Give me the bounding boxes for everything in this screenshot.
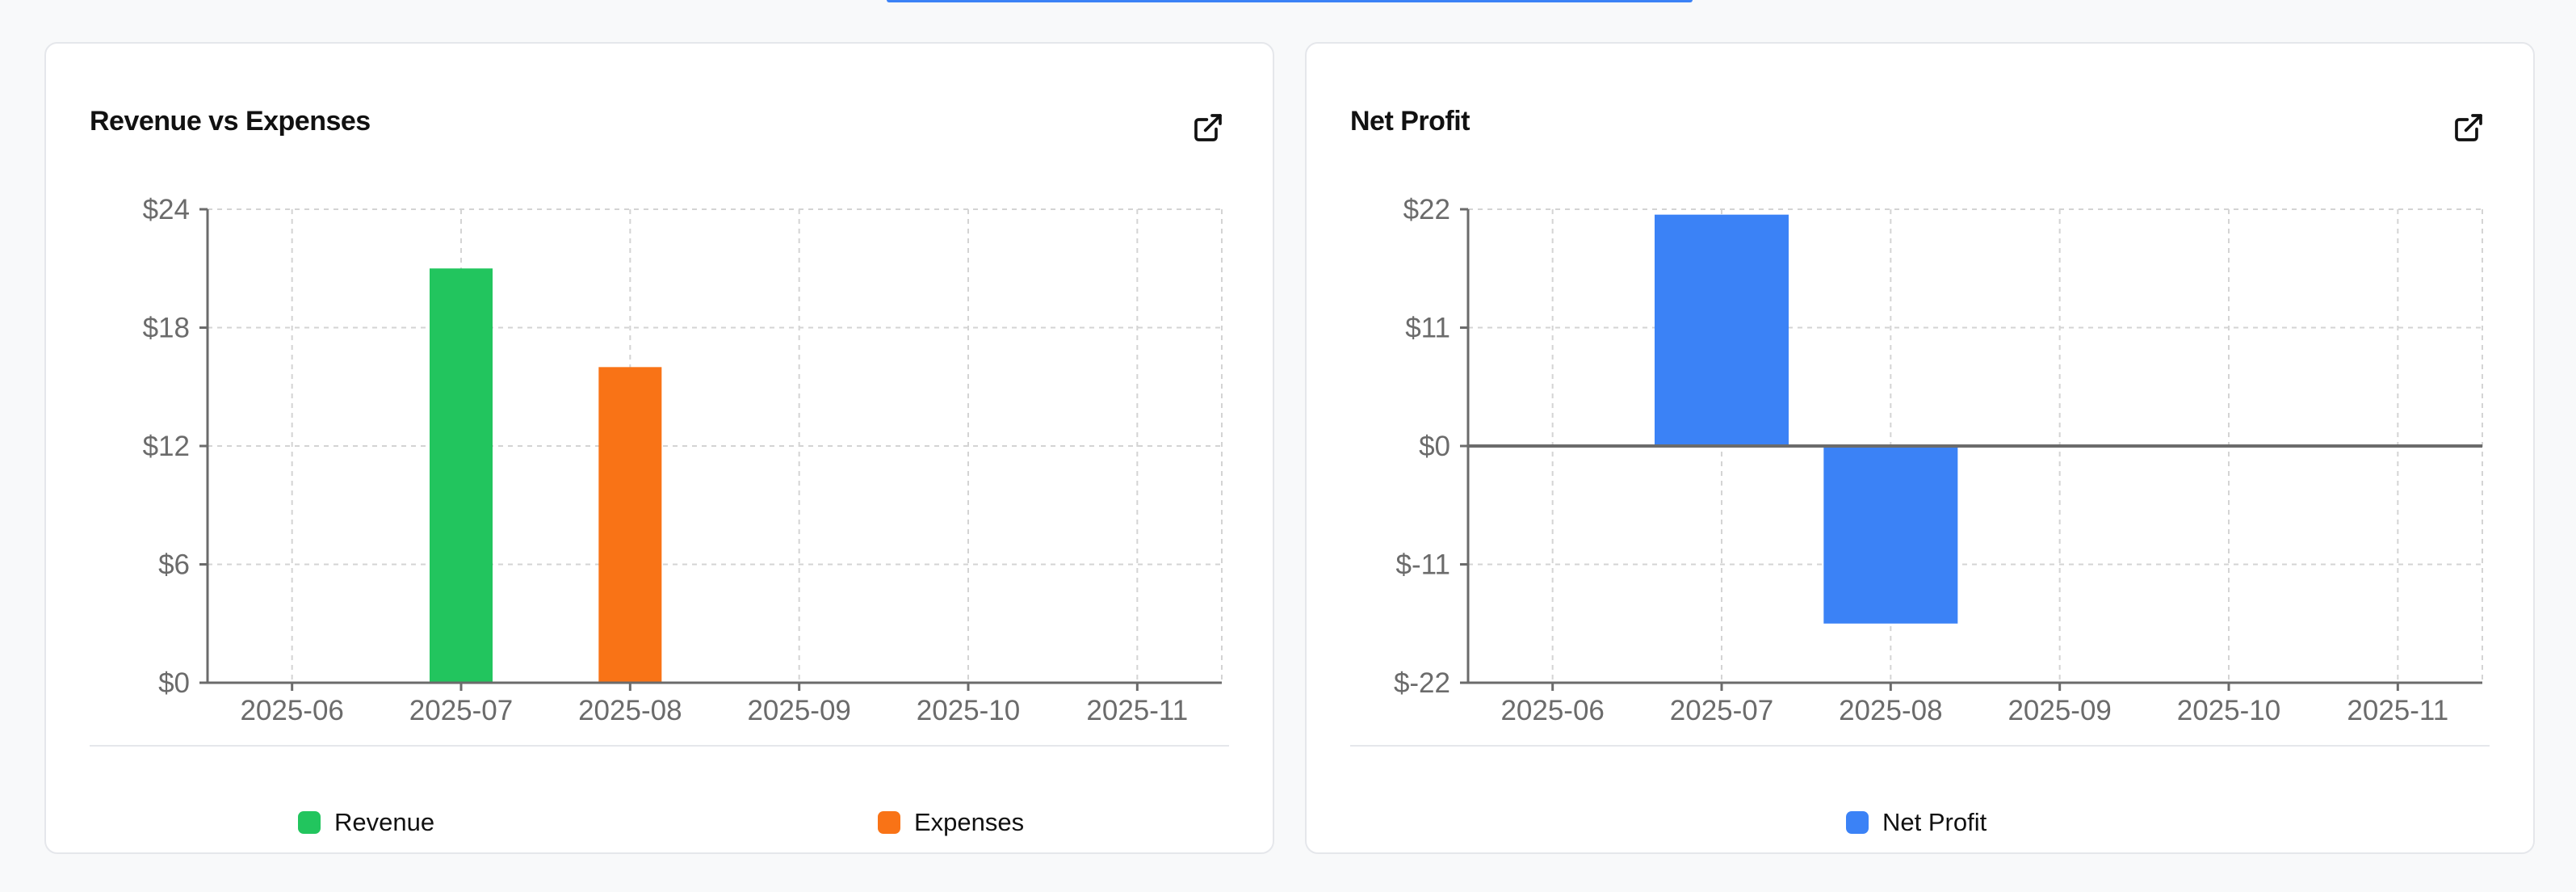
bar-expenses xyxy=(598,367,662,683)
net-profit-card: Net Profit $-22 $-11 $0 $11 $22 2025-06 2025-0… xyxy=(1305,42,2535,854)
top-accent-bar xyxy=(887,0,1693,2)
y-tick-label: $12 xyxy=(143,431,190,462)
y-tick-label: $-11 xyxy=(1396,549,1450,581)
legend-swatch xyxy=(1846,811,1869,834)
legend-item-revenue[interactable]: Revenue xyxy=(298,806,434,839)
x-tick-label: 2025-10 xyxy=(2177,695,2280,726)
open-external-button[interactable] xyxy=(1192,112,1224,144)
external-link-icon xyxy=(2455,114,2482,141)
legend-swatch xyxy=(878,811,900,834)
legend-divider xyxy=(90,745,1229,747)
legend-label: Expenses xyxy=(914,808,1025,836)
x-tick-label: 2025-09 xyxy=(2008,695,2111,726)
y-tick-label: $11 xyxy=(1405,313,1450,344)
revenue-expenses-chart: $0 $6 $12 $18 $24 2025-06 2025-07 2025-08 2025-0… xyxy=(143,194,1223,726)
x-tick-label: 2025-09 xyxy=(747,695,850,726)
legend-item-net-profit[interactable]: Net Profit xyxy=(1846,806,1987,839)
y-tick-label: $0 xyxy=(158,667,190,699)
open-external-button[interactable] xyxy=(2452,112,2485,144)
y-tick-label: $-22 xyxy=(1394,667,1450,699)
x-tick-label: 2025-10 xyxy=(917,695,1020,726)
legend-divider xyxy=(1350,745,2490,747)
revenue-expenses-card: Revenue vs Expenses $0 $6 $12 $18 $24 2025-06… xyxy=(44,42,1274,854)
x-tick-label: 2025-11 xyxy=(1086,695,1188,726)
y-tick-label: $6 xyxy=(158,549,190,581)
bar-revenue xyxy=(430,268,493,683)
legend-item-expenses[interactable]: Expenses xyxy=(878,806,1024,839)
x-tick-label: 2025-08 xyxy=(578,695,682,726)
x-tick-label: 2025-07 xyxy=(1670,695,1773,726)
legend-label: Revenue xyxy=(334,808,435,836)
y-tick-label: $24 xyxy=(143,194,190,225)
bar-net-profit xyxy=(1823,446,1958,624)
y-tick-label: $18 xyxy=(143,313,190,344)
card-title: Net Profit xyxy=(1350,106,1471,137)
y-tick-label: $0 xyxy=(1419,431,1450,462)
y-tick-label: $22 xyxy=(1403,194,1450,225)
x-tick-label: 2025-11 xyxy=(2347,695,2448,726)
x-tick-label: 2025-06 xyxy=(240,695,343,726)
bar-net-profit xyxy=(1655,214,1789,446)
external-link-icon xyxy=(1194,114,1222,141)
x-tick-label: 2025-08 xyxy=(1839,695,1942,726)
legend-label: Net Profit xyxy=(1882,808,1987,836)
net-profit-chart: $-22 $-11 $0 $11 $22 2025-06 2025-07 2025-08 202… xyxy=(1394,194,2483,726)
card-title: Revenue vs Expenses xyxy=(90,106,371,137)
x-tick-label: 2025-06 xyxy=(1500,695,1604,726)
legend-swatch xyxy=(298,811,321,834)
x-tick-label: 2025-07 xyxy=(409,695,513,726)
